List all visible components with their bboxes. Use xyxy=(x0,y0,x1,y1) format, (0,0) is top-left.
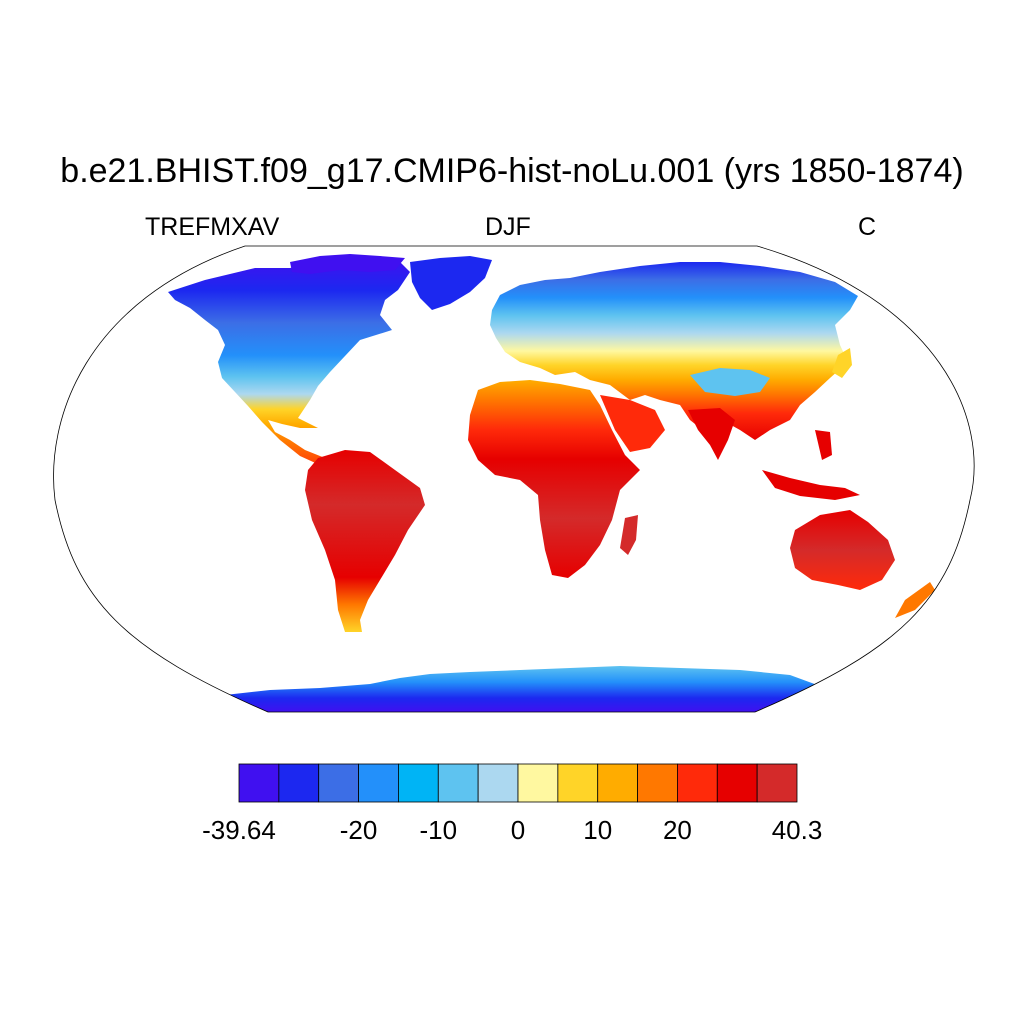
colorbar-swatch xyxy=(437,763,479,803)
units-label: C xyxy=(858,213,877,241)
colorbar-swatch xyxy=(358,763,399,803)
greenland xyxy=(410,256,492,310)
colorbar-swatch xyxy=(637,763,678,803)
colorbar-swatch xyxy=(557,763,599,803)
colorbar-swatch xyxy=(318,763,359,803)
india xyxy=(688,408,735,460)
colorbar-swatch xyxy=(517,763,559,803)
colorbar-swatch xyxy=(278,763,320,803)
colorbar-swatch xyxy=(597,763,638,803)
tibetan-plateau xyxy=(690,368,770,396)
colorbar-swatch xyxy=(477,763,519,803)
variable-label: TREFMXAV xyxy=(145,213,280,241)
arctic-islands xyxy=(290,254,405,274)
colorbar-tick-label: -10 xyxy=(419,815,458,845)
colorbar-tick-label: 20 xyxy=(662,815,692,845)
globe-outline xyxy=(53,245,975,713)
new-zealand xyxy=(895,582,935,618)
eurasia xyxy=(490,262,858,440)
colorbar-swatch xyxy=(398,763,439,803)
colorbar-tick-label: -39.64 xyxy=(202,815,276,845)
philippines xyxy=(815,430,832,460)
colorbar-swatch xyxy=(756,763,798,803)
season-label: DJF xyxy=(485,213,531,241)
africa xyxy=(468,380,640,578)
antarctica xyxy=(200,666,830,712)
colorbar-swatch xyxy=(238,763,280,803)
colorbar xyxy=(238,763,798,803)
north-america xyxy=(168,258,410,474)
japan xyxy=(832,348,852,378)
colorbar-swatch xyxy=(716,763,758,803)
colorbar-tick-label: 0 xyxy=(510,815,526,845)
colorbar-tick-label: 40.3 xyxy=(771,815,823,845)
plot-title: b.e21.BHIST.f09_g17.CMIP6-hist-noLu.001 … xyxy=(60,152,964,190)
indonesia xyxy=(762,470,860,500)
colorbar-tick-label: 10 xyxy=(583,815,613,845)
land-masses xyxy=(168,254,935,712)
australia xyxy=(790,510,895,590)
colorbar-swatch xyxy=(677,763,718,803)
madagascar xyxy=(620,515,638,555)
colorbar-tick-label: -20 xyxy=(339,815,378,845)
south-america xyxy=(305,450,425,632)
arabian-peninsula xyxy=(600,395,665,452)
